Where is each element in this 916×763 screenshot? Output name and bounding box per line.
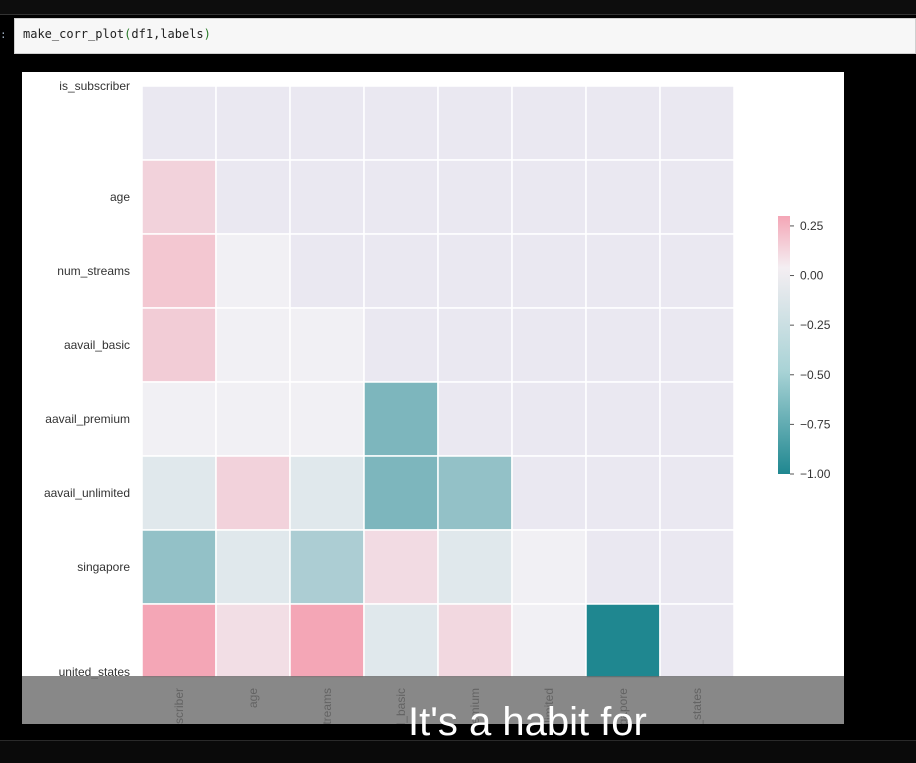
heatmap-cell-masked [585,233,661,309]
colorbar: 0.25 0.00 −0.25 −0.50 −0.75 −1.00 [778,216,831,481]
code-cell[interactable]: make_corr_plot(df1,labels) [14,18,916,54]
top-toolbar-strip [0,0,916,15]
heatmap-cell-masked [289,159,365,235]
colorbar-tick-label: 0.00 [800,269,824,283]
code-arguments: df1,labels [131,27,204,41]
row-label: singapore [77,560,130,574]
heatmap-cell-masked [585,529,661,605]
heatmap-cell-masked [437,159,513,235]
heatmap-cell [215,307,291,383]
heatmap-cell [437,455,513,531]
heatmap-cell-masked [363,159,439,235]
video-caption: It's a habit for [408,700,647,744]
heatmap-cell-masked [585,159,661,235]
heatmap-cell-masked [437,85,513,161]
row-label: aavail_unlimited [44,486,130,500]
heatmap-cell [215,603,291,679]
heatmap-cell [289,307,365,383]
heatmap-cell-masked [511,307,587,383]
heatmap-cell-masked [363,307,439,383]
row-label: num_streams [57,264,130,278]
heatmap-cell-masked [141,85,217,161]
heatmap-cell [215,529,291,605]
heatmap-cell-masked [659,455,735,531]
heatmap-cell-masked [585,307,661,383]
row-label: is_subscriber [59,79,130,93]
heatmap-cell [289,381,365,457]
colorbar-tick-label: 0.25 [800,219,824,233]
heatmap-cell-masked [659,233,735,309]
heatmap-cell-masked [659,529,735,605]
heatmap-cell [141,603,217,679]
heatmap-cell-masked [659,307,735,383]
heatmap-cell [141,159,217,235]
heatmap-cell-masked [215,85,291,161]
heatmap-cell-masked [659,603,735,679]
heatmap-cell-masked [585,381,661,457]
heatmap-cell-masked [585,455,661,531]
code-text[interactable]: make_corr_plot(df1,labels) [23,27,211,41]
heatmap-cell [289,603,365,679]
heatmap-cell-masked [511,381,587,457]
colorbar-tick-label: −0.50 [800,368,831,382]
bottom-strip [0,740,916,763]
heatmap-cell [215,233,291,309]
heatmap-cell [215,455,291,531]
row-label: united_states [59,665,130,679]
heatmap-cell-masked [659,381,735,457]
colorbar-tick-label: −1.00 [800,467,831,481]
heatmap-cell [437,529,513,605]
heatmap-cell-masked [511,85,587,161]
heatmap-cell [215,381,291,457]
colorbar-gradient [778,216,790,474]
heatmap-cell [289,455,365,531]
heatmap-cell-masked [511,159,587,235]
heatmap-cell-masked [363,233,439,309]
heatmap-cell-masked [585,85,661,161]
code-close-paren: ) [203,27,211,41]
code-open-paren: ( [124,27,132,41]
heatmap-cell [511,603,587,679]
heatmap-cell-masked [437,381,513,457]
cell-prompt: : [0,28,7,41]
heatmap-cell-masked [363,85,439,161]
heatmap-cell-masked [289,85,365,161]
heatmap-cell [511,529,587,605]
heatmap-cell-masked [215,159,291,235]
heatmap-cell [437,603,513,679]
row-label: aavail_basic [64,338,130,352]
code-function-name: make_corr_plot [23,27,125,41]
heatmap-cell [141,381,217,457]
heatmap-cell [363,381,439,457]
heatmap-cell [141,529,217,605]
heatmap-cell-masked [511,455,587,531]
heatmap-cell-masked [437,233,513,309]
heatmap-cell [289,529,365,605]
colorbar-tick-label: −0.25 [800,318,831,332]
heatmap-cell [141,233,217,309]
heatmap-cell [141,307,217,383]
heatmap-cell-masked [437,307,513,383]
heatmap-cell-masked [659,159,735,235]
row-label: aavail_premium [45,412,130,426]
caption-band [22,676,844,724]
heatmap-cell-masked [511,233,587,309]
heatmap-cell [363,529,439,605]
colorbar-tick-label: −0.75 [800,417,831,431]
heatmap-cell [363,455,439,531]
row-label: age [110,190,130,204]
heatmap-cell-masked [659,85,735,161]
heatmap-cell [363,603,439,679]
heatmap-cell [141,455,217,531]
heatmap-cells [141,85,735,679]
heatmap-cell-masked [289,233,365,309]
heatmap-cell [585,603,661,679]
